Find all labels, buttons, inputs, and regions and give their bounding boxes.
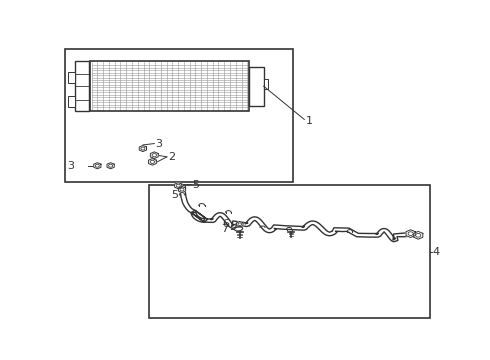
Bar xyxy=(65,49,293,182)
Polygon shape xyxy=(178,186,186,193)
Text: 3: 3 xyxy=(67,161,74,171)
Text: 1: 1 xyxy=(306,116,313,126)
Bar xyxy=(90,61,249,111)
Bar xyxy=(264,79,268,89)
Text: 7: 7 xyxy=(221,224,228,234)
Circle shape xyxy=(150,160,154,163)
Polygon shape xyxy=(139,145,147,152)
Bar xyxy=(68,96,74,107)
Text: 6: 6 xyxy=(222,219,230,229)
Text: 3: 3 xyxy=(155,139,162,149)
Bar xyxy=(68,72,74,84)
Circle shape xyxy=(416,233,421,237)
Polygon shape xyxy=(414,231,423,239)
Ellipse shape xyxy=(235,227,243,231)
Text: 4: 4 xyxy=(433,247,440,257)
Circle shape xyxy=(180,188,184,191)
Polygon shape xyxy=(148,158,156,165)
Polygon shape xyxy=(174,183,182,189)
Bar xyxy=(74,61,89,111)
Circle shape xyxy=(152,154,156,157)
Circle shape xyxy=(408,232,413,235)
Bar xyxy=(148,185,430,318)
Circle shape xyxy=(141,147,145,150)
Polygon shape xyxy=(237,221,243,227)
Bar xyxy=(249,67,264,105)
Polygon shape xyxy=(406,230,415,238)
Text: 5: 5 xyxy=(192,180,199,190)
Text: 2: 2 xyxy=(168,152,175,162)
Text: 5: 5 xyxy=(172,190,178,200)
Circle shape xyxy=(176,184,180,187)
Circle shape xyxy=(96,164,99,167)
Circle shape xyxy=(109,164,113,167)
Polygon shape xyxy=(150,152,158,158)
Polygon shape xyxy=(94,163,101,169)
Polygon shape xyxy=(107,163,114,169)
Circle shape xyxy=(238,223,242,226)
